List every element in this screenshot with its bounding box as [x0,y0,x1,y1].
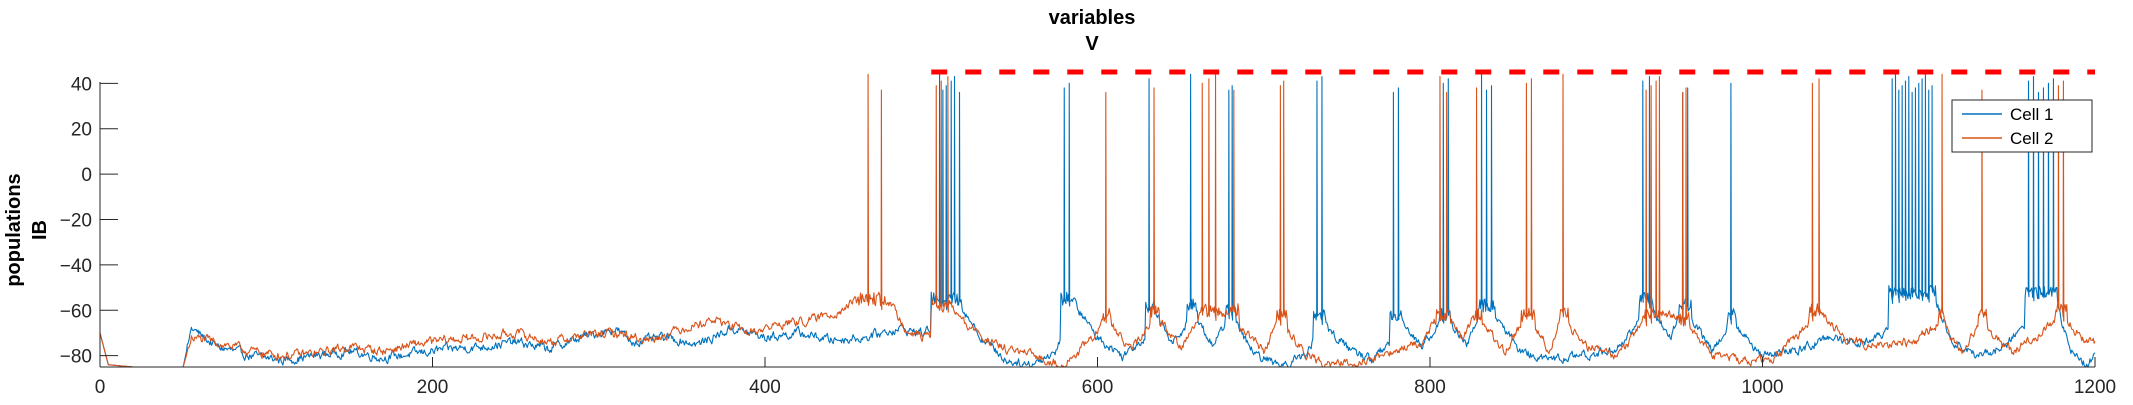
y-axis-label-line2: IB [29,220,51,240]
plot-area [100,72,2095,367]
series-layer [99,73,2096,368]
y-tick-label: −60 [60,301,92,322]
legend: Cell 1 Cell 2 [1951,99,2093,153]
series-line-cell-2 [99,73,2096,368]
x-tick-label: 600 [1082,377,1114,398]
y-tick-label: −20 [60,211,92,232]
x-tick-label: 800 [1414,377,1446,398]
x-tick-label: 1000 [1741,377,1783,398]
x-tick-label: 0 [95,377,106,398]
y-tick-label: 40 [71,74,92,95]
chart-subtitle: V [1085,33,1099,55]
x-tick-label: 200 [417,377,449,398]
legend-label-cell-1: Cell 1 [2010,105,2053,124]
legend-box [1951,99,2093,153]
y-tick-label: 20 [71,120,92,141]
x-tick-label: 400 [749,377,781,398]
legend-label-cell-2: Cell 2 [2010,129,2053,148]
x-tick-label: 1200 [2074,377,2116,398]
y-tick-label: −40 [60,256,92,277]
y-tick-label: 0 [81,165,92,186]
y-tick-label: −80 [60,347,92,368]
y-axis-label-line1: populations [3,173,25,286]
series-line-cell-1 [99,73,2096,368]
chart-title: variables [1049,7,1136,29]
